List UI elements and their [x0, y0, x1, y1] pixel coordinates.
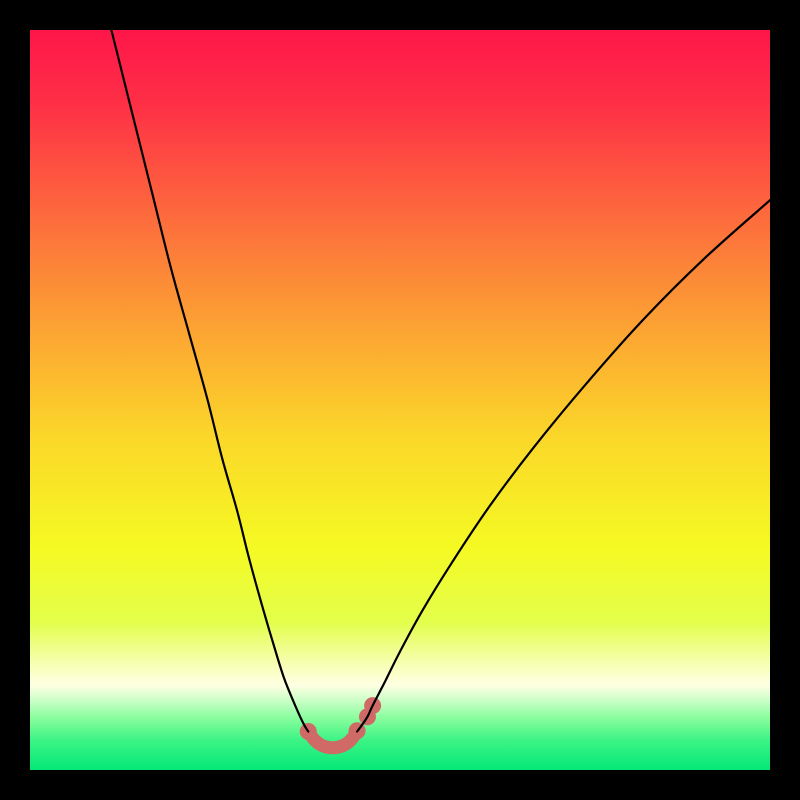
frame-bottom	[0, 770, 800, 800]
bottleneck-curve-chart	[0, 0, 800, 800]
gradient-background	[30, 30, 770, 770]
frame-left	[0, 0, 30, 800]
frame-top	[0, 0, 800, 30]
frame-right	[770, 0, 800, 800]
